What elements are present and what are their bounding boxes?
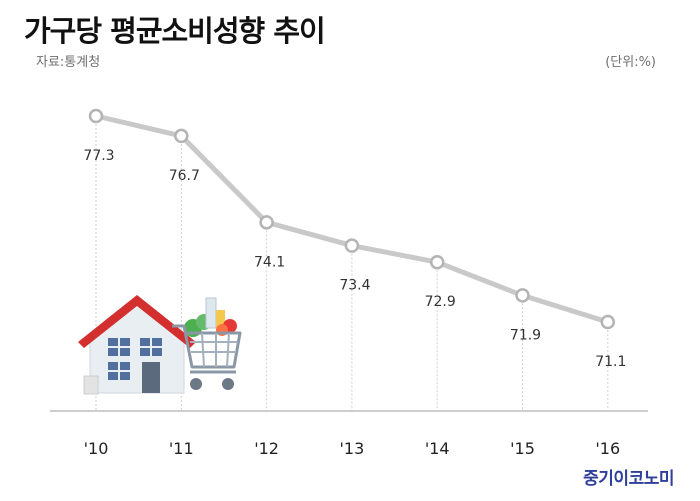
x-tick-label: '14 xyxy=(425,439,450,458)
x-tick-label: '13 xyxy=(340,439,365,458)
x-tick-label: '11 xyxy=(169,439,194,458)
data-labels: 77.3 76.7 74.1 73.4 72.9 71.9 71.1 xyxy=(83,148,626,370)
shopping-cart-icon xyxy=(172,297,242,390)
data-label: 73.4 xyxy=(339,278,370,294)
unit-label: (단위:%) xyxy=(605,55,656,70)
chart-title: 가구당 평균소비성향 추이 xyxy=(24,14,326,48)
data-point xyxy=(344,238,360,253)
x-tick-label: '10 xyxy=(84,439,109,458)
data-label: 77.3 xyxy=(83,148,114,164)
x-tick-label: '15 xyxy=(510,439,535,458)
data-label: 72.9 xyxy=(425,294,456,310)
house-cart-illustration xyxy=(78,295,242,395)
x-tick-label: '12 xyxy=(254,439,279,458)
data-label: 71.9 xyxy=(510,327,541,343)
data-point xyxy=(88,108,104,124)
data-point xyxy=(515,288,530,303)
x-tick-label: '16 xyxy=(595,439,620,458)
data-point xyxy=(429,254,445,270)
data-label: 76.7 xyxy=(169,168,200,184)
source-label: 자료:통계청 xyxy=(36,55,101,70)
data-point xyxy=(600,314,616,330)
x-tick-labels: '10 '11 '12 '13 '14 '15 '16 xyxy=(84,439,621,458)
brand-logo: 중기이코노미 xyxy=(583,469,674,489)
data-point xyxy=(259,215,274,230)
data-points xyxy=(88,108,616,330)
data-point xyxy=(174,128,189,144)
data-label: 71.1 xyxy=(595,354,626,370)
house-icon xyxy=(78,295,196,395)
data-label: 74.1 xyxy=(254,254,285,270)
